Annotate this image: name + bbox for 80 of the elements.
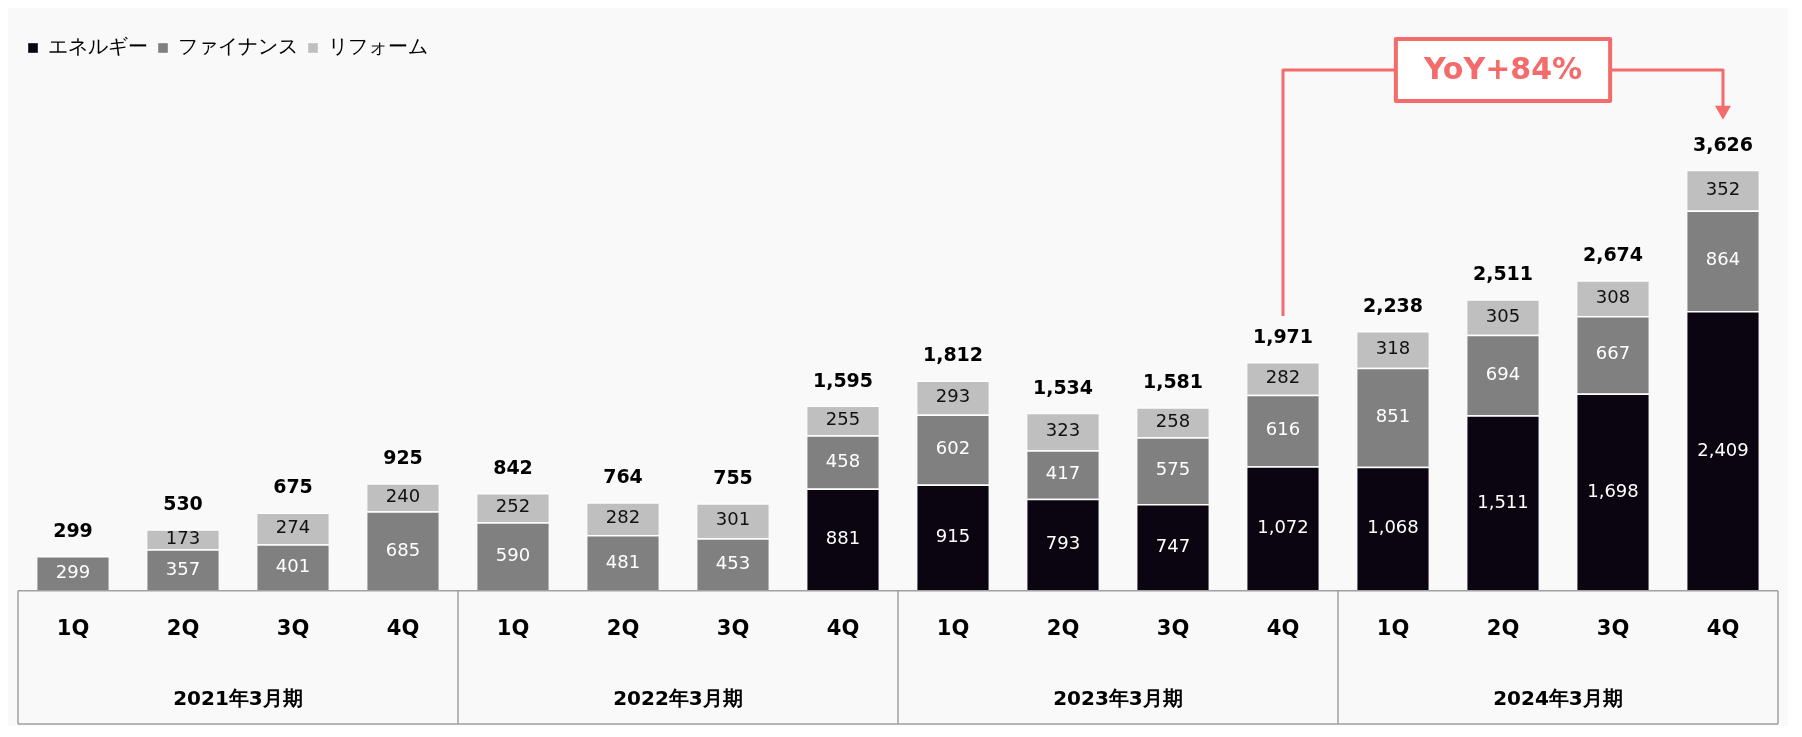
data-label: 881 — [825, 527, 861, 549]
total-label: 1,971 — [1252, 324, 1314, 347]
x-tick-label: 2Q — [166, 615, 200, 640]
data-label: 915 — [935, 525, 971, 547]
data-label: 616 — [1265, 418, 1301, 440]
data-label: 173 — [165, 526, 201, 548]
x-tick-label: 3Q — [716, 615, 750, 640]
data-label: 851 — [1375, 404, 1411, 426]
data-label: 299 — [55, 561, 91, 583]
data-label: 240 — [385, 484, 421, 506]
data-label: 685 — [385, 538, 421, 560]
data-label: 602 — [935, 437, 971, 459]
total-label: 925 — [383, 446, 423, 469]
total-label: 2,238 — [1362, 293, 1424, 316]
total-label: 3,626 — [1692, 132, 1754, 155]
x-tick-label: 1Q — [496, 615, 530, 640]
x-tick-label: 3Q — [276, 615, 310, 640]
total-label: 1,812 — [922, 343, 984, 366]
text: YoY+84% — [1422, 50, 1583, 86]
data-label: 1,072 — [1257, 516, 1309, 538]
x-tick-label: 4Q — [1706, 615, 1740, 640]
data-label: 481 — [605, 550, 641, 572]
x-tick-label: 1Q — [1376, 615, 1410, 640]
x-tick-label: 3Q — [1156, 615, 1190, 640]
data-label: 352 — [1705, 177, 1741, 199]
data-label: 864 — [1705, 248, 1741, 270]
total-label: 2,511 — [1472, 262, 1534, 285]
data-label: 793 — [1045, 532, 1081, 554]
x-tick-label: 4Q — [826, 615, 860, 640]
data-label: 255 — [825, 408, 861, 430]
data-label: 747 — [1155, 535, 1191, 557]
total-label: 2,674 — [1582, 243, 1644, 266]
data-label: 453 — [715, 552, 751, 574]
x-tick-label: 2Q — [1046, 615, 1080, 640]
data-label: 1,068 — [1367, 516, 1419, 538]
data-label: 323 — [1045, 419, 1081, 441]
text: 2021年3月期 — [173, 686, 303, 711]
data-label: 590 — [495, 544, 531, 566]
x-tick-label: 1Q — [56, 615, 90, 640]
total-label: 1,581 — [1142, 370, 1204, 393]
data-label: 293 — [935, 385, 971, 407]
data-label: 258 — [1155, 409, 1191, 431]
data-label: 458 — [825, 449, 861, 471]
data-label: 1,698 — [1587, 479, 1639, 501]
total-label: 299 — [53, 519, 93, 541]
legend-label: エネルギー — [48, 34, 148, 59]
data-label: 282 — [1265, 365, 1301, 387]
x-tick-label: 4Q — [1266, 615, 1300, 640]
x-tick-label: 1Q — [936, 615, 970, 640]
text: 2022年3月期 — [613, 686, 743, 711]
x-tick-label: 3Q — [1596, 615, 1630, 640]
data-label: 575 — [1155, 458, 1191, 480]
data-label: 252 — [495, 495, 531, 517]
total-label: 1,534 — [1032, 375, 1094, 398]
data-label: 2,409 — [1697, 438, 1749, 460]
total-label: 675 — [273, 475, 313, 498]
data-label: 308 — [1595, 285, 1631, 307]
text: 2023年3月期 — [1053, 686, 1183, 711]
legend-label: ファイナンス — [178, 34, 298, 59]
total-label: 764 — [603, 465, 643, 488]
total-label: 755 — [713, 466, 753, 489]
data-label: 318 — [1375, 337, 1411, 359]
total-label: 842 — [493, 455, 533, 478]
x-tick-label: 2Q — [1486, 615, 1520, 640]
data-label: 694 — [1485, 362, 1521, 384]
x-tick-label: 2Q — [606, 615, 640, 640]
legend-label: リフォーム — [328, 34, 428, 59]
total-label: 530 — [163, 492, 203, 515]
data-label: 301 — [715, 508, 751, 530]
data-label: 274 — [275, 515, 311, 537]
data-label: 417 — [1045, 462, 1081, 484]
data-label: 401 — [275, 555, 311, 577]
data-label: 667 — [1595, 342, 1631, 364]
x-tick-label: 4Q — [386, 615, 420, 640]
data-label: 357 — [165, 557, 201, 579]
total-label: 1,595 — [812, 368, 874, 391]
data-label: 1,511 — [1477, 490, 1529, 512]
data-label: 282 — [605, 506, 641, 528]
data-label: 305 — [1485, 304, 1521, 326]
text: 2024年3月期 — [1493, 686, 1623, 711]
